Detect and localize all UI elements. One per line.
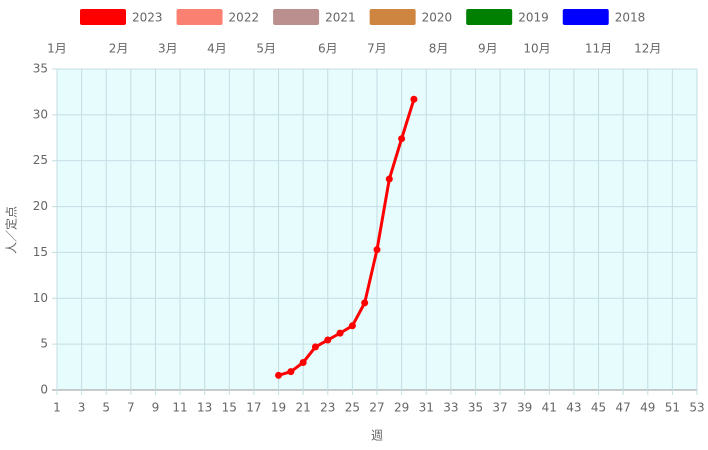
x-tick-label: 7	[127, 401, 135, 415]
y-tick-label: 30	[33, 107, 48, 121]
x2-tick-label: 2月	[109, 42, 129, 56]
x-tick-label: 1	[53, 401, 61, 415]
legend-swatch[interactable]	[273, 9, 320, 25]
x-tick-label: 39	[517, 401, 532, 415]
legend-label: 2018	[615, 11, 646, 25]
x2-tick-label: 12月	[634, 42, 661, 56]
x-tick-label: 33	[443, 401, 458, 415]
x-tick-label: 51	[665, 401, 680, 415]
y-tick-label: 5	[40, 337, 48, 351]
x-tick-label: 27	[369, 401, 384, 415]
legend-label: 2023	[132, 11, 163, 25]
x-tick-label: 47	[616, 401, 631, 415]
x2-tick-label: 9月	[478, 42, 498, 56]
data-point	[373, 246, 381, 254]
data-point	[324, 336, 332, 344]
x-tick-label: 21	[296, 401, 311, 415]
x2-tick-label: 7月	[367, 42, 387, 56]
legend-swatch[interactable]	[80, 9, 126, 25]
x-tick-label: 53	[689, 401, 704, 415]
x-tick-label: 25	[345, 401, 360, 415]
x2-tick-label: 4月	[207, 42, 227, 56]
x2-tick-label: 11月	[585, 42, 612, 56]
x-tick-label: 19	[271, 401, 286, 415]
y-tick-label: 10	[33, 291, 48, 305]
x-tick-label: 23	[320, 401, 335, 415]
x-tick-label: 9	[152, 401, 160, 415]
y-tick-label: 25	[33, 153, 48, 167]
data-point	[398, 135, 406, 143]
data-point	[348, 322, 356, 330]
x2-tick-label: 5月	[256, 42, 276, 56]
data-point	[361, 299, 369, 307]
x-tick-label: 49	[640, 401, 655, 415]
legend-label: 2019	[518, 11, 549, 25]
x-tick-label: 37	[492, 401, 507, 415]
x-tick-label: 43	[566, 401, 581, 415]
y-axis-label: 人／定点	[4, 206, 19, 254]
data-point	[336, 329, 344, 337]
data-point	[275, 371, 283, 379]
data-point	[299, 358, 307, 366]
x-tick-label: 13	[197, 401, 212, 415]
data-point	[311, 343, 319, 351]
y-tick-label: 35	[33, 62, 48, 76]
y-tick-label: 20	[33, 199, 48, 213]
data-point	[385, 175, 393, 183]
data-point	[287, 368, 295, 376]
x-tick-label: 15	[222, 401, 237, 415]
x2-tick-label: 6月	[318, 42, 338, 56]
x-tick-label: 3	[78, 401, 86, 415]
legend-label: 2021	[325, 11, 356, 25]
x-tick-label: 31	[419, 401, 434, 415]
x-tick-label: 41	[542, 401, 557, 415]
x-tick-label: 17	[246, 401, 261, 415]
x-tick-label: 11	[172, 401, 187, 415]
data-point	[410, 95, 418, 103]
x-tick-label: 29	[394, 401, 409, 415]
y-tick-label: 15	[33, 245, 48, 259]
x2-tick-label: 10月	[523, 42, 550, 56]
x2-tick-label: 1月	[47, 42, 67, 56]
x-tick-label: 35	[468, 401, 483, 415]
x-tick-label: 45	[591, 401, 606, 415]
legend-swatch[interactable]	[466, 9, 513, 25]
legend-label: 2022	[229, 11, 260, 25]
legend-swatch[interactable]	[176, 9, 223, 25]
legend-label: 2020	[422, 11, 453, 25]
legend-swatch[interactable]	[369, 9, 416, 25]
y-tick-label: 0	[40, 383, 48, 397]
x2-tick-label: 8月	[429, 42, 449, 56]
legend-swatch[interactable]	[562, 9, 609, 25]
x-axis-label: 週	[371, 429, 383, 443]
x-tick-label: 5	[102, 401, 110, 415]
x2-tick-label: 3月	[158, 42, 178, 56]
